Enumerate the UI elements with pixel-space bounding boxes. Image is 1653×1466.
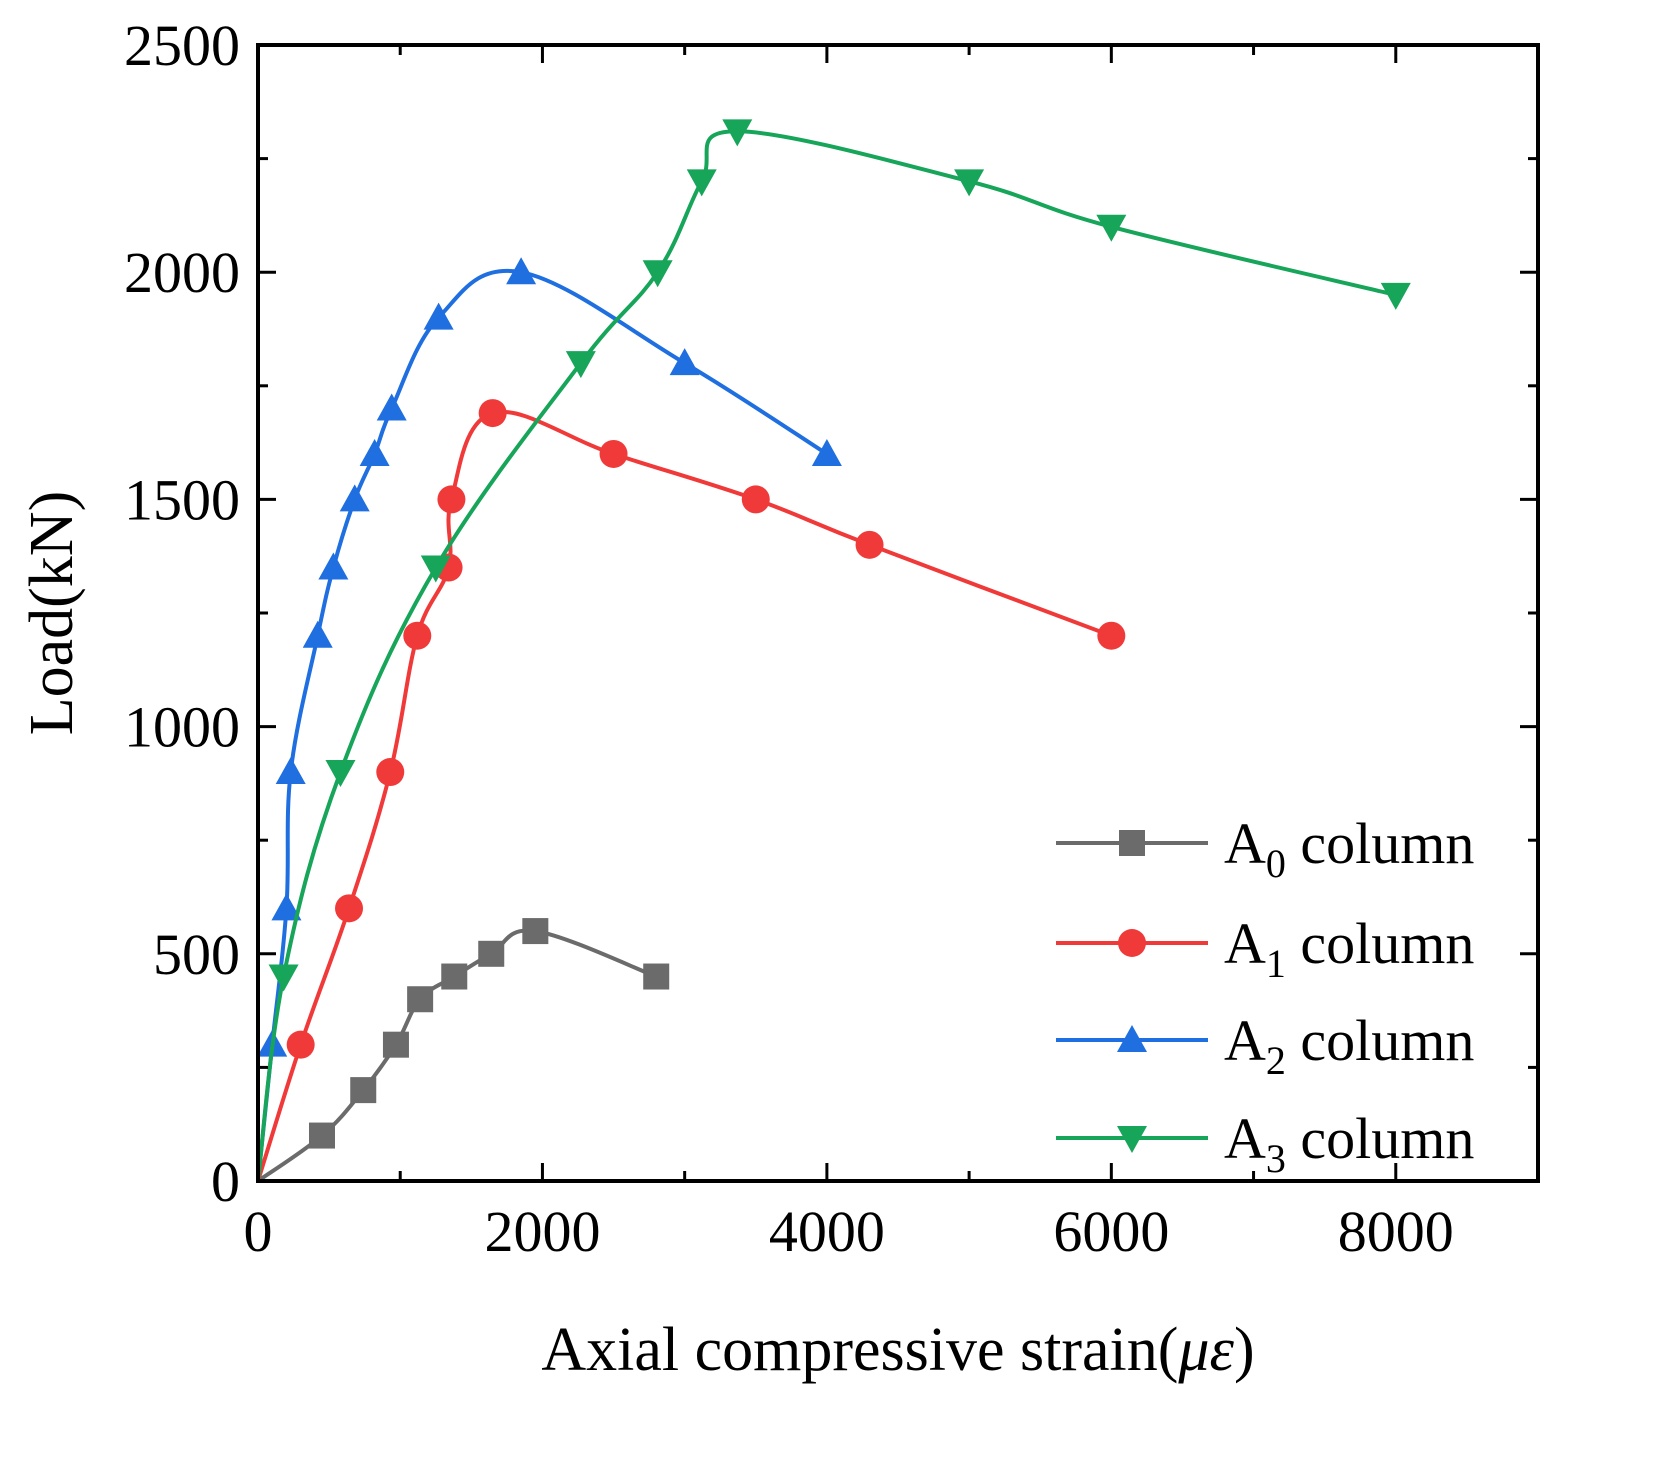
data-point [437, 485, 466, 514]
tick-layer: 0 2000 4000 6000 8000 0 500 1000 1500 2000 2500 [124, 13, 1540, 1264]
legend-label-rest: column [1286, 1106, 1474, 1171]
data-point [325, 760, 356, 788]
data-point [268, 964, 299, 992]
series-layer [256, 119, 1411, 1183]
data-point [286, 1030, 315, 1059]
y-tick-label: 0 [211, 1149, 240, 1214]
data-point [423, 302, 454, 330]
x-axis-title-close: ) [1234, 1316, 1255, 1384]
x-tick-label: 2000 [484, 1199, 600, 1264]
data-point [376, 758, 405, 787]
series-line [256, 409, 1113, 1182]
data-point [302, 620, 333, 648]
data-point [359, 438, 390, 466]
legend-item: A0 column [1056, 811, 1474, 886]
series-0 [256, 918, 670, 1183]
data-point [275, 757, 306, 785]
data-point [506, 257, 537, 285]
legend-label-main: A [1224, 1008, 1266, 1073]
data-point [741, 485, 770, 514]
legend-label-rest: column [1286, 911, 1474, 976]
x-tick-label: 4000 [769, 1199, 885, 1264]
data-point [318, 552, 349, 580]
x-axis-title: Axial compressive strain(με) [541, 1316, 1254, 1384]
x-axis-title-text: Axial compressive strain( [541, 1316, 1178, 1384]
legend-label-main: A [1224, 911, 1266, 976]
data-point [376, 393, 407, 421]
data-point [271, 893, 302, 921]
data-point [599, 439, 628, 468]
legend-label-subscript: 1 [1266, 941, 1286, 986]
data-point [643, 963, 670, 990]
data-point [1097, 621, 1126, 650]
data-point [1096, 214, 1127, 242]
legend-label: A2 column [1224, 1008, 1474, 1083]
data-point [855, 530, 884, 559]
y-tick-label: 1500 [124, 467, 240, 532]
legend-marker [1118, 929, 1146, 957]
data-point [478, 399, 507, 428]
y-tick-label: 2500 [124, 13, 240, 78]
x-tick-label: 6000 [1053, 1199, 1169, 1264]
data-point [478, 940, 505, 967]
legend-label-rest: column [1286, 1008, 1474, 1073]
legend-marker [1119, 830, 1145, 856]
data-point [642, 260, 673, 288]
data-point [522, 918, 549, 945]
series-1 [256, 399, 1126, 1182]
data-point [420, 555, 451, 583]
legend-label-main: A [1224, 811, 1266, 876]
x-tick-label: 0 [244, 1199, 273, 1264]
legend-label-subscript: 0 [1266, 841, 1286, 886]
series-line [256, 268, 828, 1182]
legend-label-subscript: 2 [1266, 1038, 1286, 1083]
data-point [335, 894, 364, 923]
y-tick-label: 2000 [124, 240, 240, 305]
data-point [722, 119, 753, 147]
legend-label-subscript: 3 [1266, 1136, 1286, 1181]
data-point [669, 348, 700, 376]
x-axis-title-symbol: με [1177, 1316, 1234, 1384]
legend-item: A1 column [1056, 911, 1474, 986]
y-axis-title: Load(kN) [18, 491, 86, 735]
data-point [441, 963, 468, 990]
legend-item: A2 column [1056, 1008, 1474, 1083]
data-point [954, 169, 985, 197]
legend-marker [1117, 1126, 1147, 1153]
data-point [309, 1122, 335, 1149]
data-point [382, 1031, 409, 1058]
series-2 [256, 257, 842, 1182]
y-tick-label: 500 [153, 922, 240, 987]
data-point [407, 986, 434, 1013]
legend-item: A3 column [1056, 1106, 1474, 1181]
data-point [403, 621, 432, 650]
legend-label: A3 column [1224, 1106, 1474, 1181]
series-line [256, 129, 1397, 1182]
data-point [350, 1077, 377, 1104]
legend-label-rest: column [1286, 811, 1474, 876]
legend-label: A1 column [1224, 911, 1474, 986]
data-point [565, 351, 596, 379]
legend-marker [1117, 1025, 1147, 1052]
legend-label-main: A [1224, 1106, 1266, 1171]
data-point [1380, 282, 1411, 310]
data-point [686, 169, 717, 197]
data-point [811, 438, 842, 466]
data-point [339, 484, 370, 512]
legend-label: A0 column [1224, 811, 1474, 886]
y-tick-label: 1000 [124, 695, 240, 760]
x-tick-label: 8000 [1338, 1199, 1454, 1264]
series-3 [256, 119, 1411, 1182]
